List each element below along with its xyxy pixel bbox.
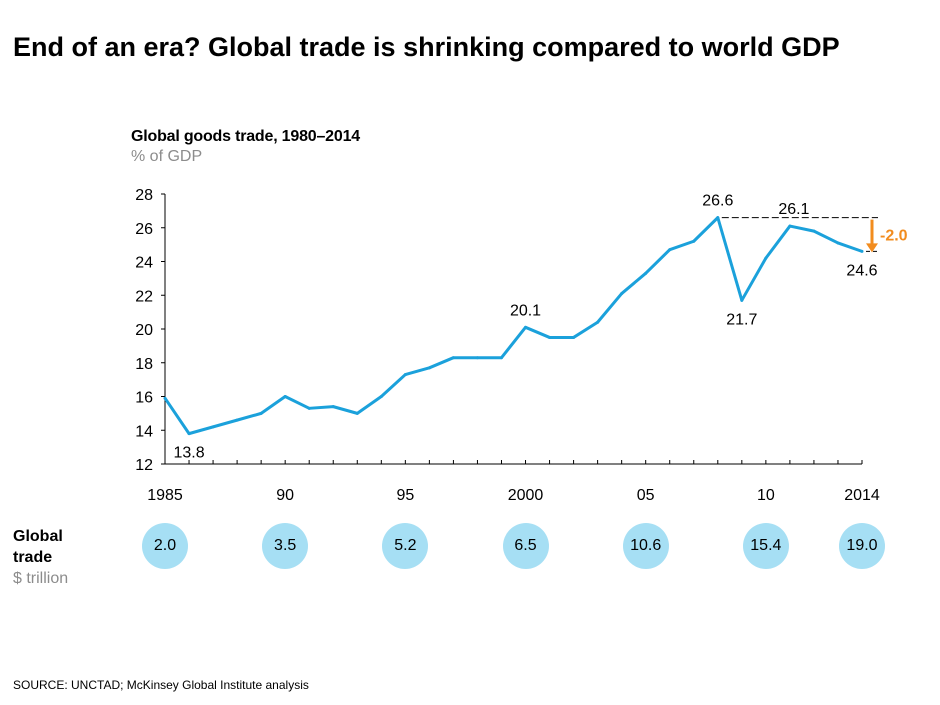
y-tick-label: 20 (135, 322, 153, 339)
data-point (307, 406, 311, 410)
data-point (259, 411, 263, 415)
data-point (596, 320, 600, 324)
data-point (403, 373, 407, 377)
global-trade-bubble: 6.5 (502, 523, 549, 569)
y-tick-label: 28 (135, 187, 153, 204)
data-point (355, 411, 359, 415)
data-point (475, 356, 479, 360)
data-point (427, 366, 431, 370)
global-trade-bubble: 19.0 (839, 523, 885, 569)
data-point (620, 292, 624, 296)
data-point (187, 432, 191, 436)
data-point (211, 425, 215, 429)
data-label: 13.8 (173, 445, 204, 462)
global-trade-label-line1: Global (13, 528, 63, 545)
x-tick-label: 2000 (508, 487, 544, 504)
data-label: 21.7 (726, 311, 757, 328)
global-trade-unit: $ trillion (13, 570, 69, 587)
data-point (644, 271, 648, 275)
data-point (548, 335, 552, 339)
y-tick-label: 14 (135, 423, 153, 440)
y-tick-label: 22 (135, 288, 153, 305)
line-chart: 12 14 16 18 20 22 24 26 28 1985 90 95 2000 05 10 2014 13… (135, 187, 908, 504)
y-tick-label: 12 (135, 457, 153, 474)
data-point (668, 248, 672, 252)
data-point (764, 256, 768, 260)
global-trade-label: Global trade $ trillion (13, 526, 68, 589)
data-point (572, 335, 576, 339)
data-point (499, 356, 503, 360)
data-point (331, 405, 335, 409)
source-note: SOURCE: UNCTAD; McKinsey Global Institut… (13, 678, 309, 692)
y-tick-label: 24 (135, 255, 153, 272)
data-point (524, 325, 528, 329)
global-trade-bubble: 2.0 (142, 523, 188, 569)
data-point (740, 298, 744, 302)
data-point (451, 356, 455, 360)
chart-title: Global goods trade, 1980–2014 (131, 128, 360, 145)
data-point (716, 216, 720, 220)
y-tick-label: 16 (135, 390, 153, 407)
data-point (692, 239, 696, 243)
page-title: End of an era? Global trade is shrinking… (13, 32, 840, 62)
x-tick-label: 95 (396, 487, 414, 504)
change-annotation: -2.0 (880, 228, 908, 245)
chart-subtitle: % of GDP (131, 148, 203, 165)
data-label: 26.6 (702, 193, 733, 210)
data-point (788, 224, 792, 228)
data-label: 24.6 (846, 262, 877, 279)
data-point (163, 396, 167, 400)
series-line (163, 216, 863, 436)
data-point (860, 249, 864, 253)
data-label: 26.1 (778, 201, 809, 218)
x-tick-label: 10 (757, 487, 775, 504)
data-point (812, 229, 816, 233)
x-tick-label: 05 (637, 487, 655, 504)
global-trade-label-line2: trade (13, 549, 53, 566)
data-point (283, 395, 287, 398)
global-trade-bubble: 15.4 (742, 523, 789, 569)
data-point (235, 418, 239, 422)
x-tick-label: 90 (276, 487, 294, 504)
global-trade-bubble: 10.6 (622, 523, 669, 569)
data-point (379, 395, 383, 398)
data-label: 20.1 (510, 302, 541, 319)
y-tick-label: 26 (135, 221, 153, 238)
data-point (836, 241, 840, 245)
global-trade-bubble: 3.5 (262, 523, 309, 569)
global-trade-bubble: 5.2 (382, 523, 429, 569)
change-arrow-head (866, 243, 878, 253)
x-tick-label: 1985 (147, 487, 183, 504)
y-tick-label: 18 (135, 356, 153, 373)
x-tick-label: 2014 (844, 487, 880, 504)
